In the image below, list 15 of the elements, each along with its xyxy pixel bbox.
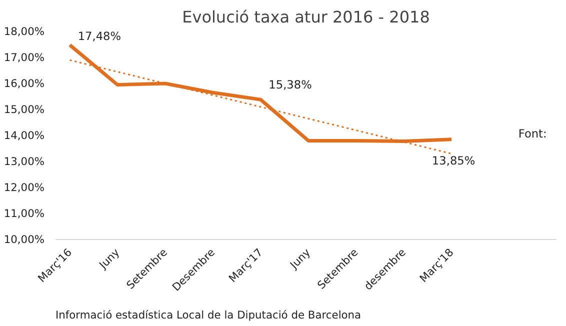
y-tick-label: 10,00% bbox=[4, 233, 45, 246]
chart-title: Evolució taxa atur 2016 - 2018 bbox=[182, 8, 430, 26]
y-tick-label: 11,00% bbox=[4, 207, 45, 220]
text: Informació estadística Local de la Diputació de Barcelona bbox=[56, 308, 362, 322]
annotation: 17,48% bbox=[78, 29, 122, 44]
y-tick-label: 18,00% bbox=[4, 25, 45, 38]
y-tick-label: 16,00% bbox=[4, 77, 45, 90]
annotation: 15,38% bbox=[268, 78, 312, 92]
annotation: 13,85% bbox=[432, 153, 476, 168]
y-tick-label: 17,00% bbox=[4, 51, 45, 64]
y-tick-label: 13,00% bbox=[4, 155, 45, 168]
y-tick-label: 14,00% bbox=[4, 129, 45, 142]
y-tick-label: 12,00% bbox=[4, 181, 45, 194]
y-tick-label: 15,00% bbox=[4, 103, 45, 116]
text: Font: bbox=[518, 126, 547, 141]
